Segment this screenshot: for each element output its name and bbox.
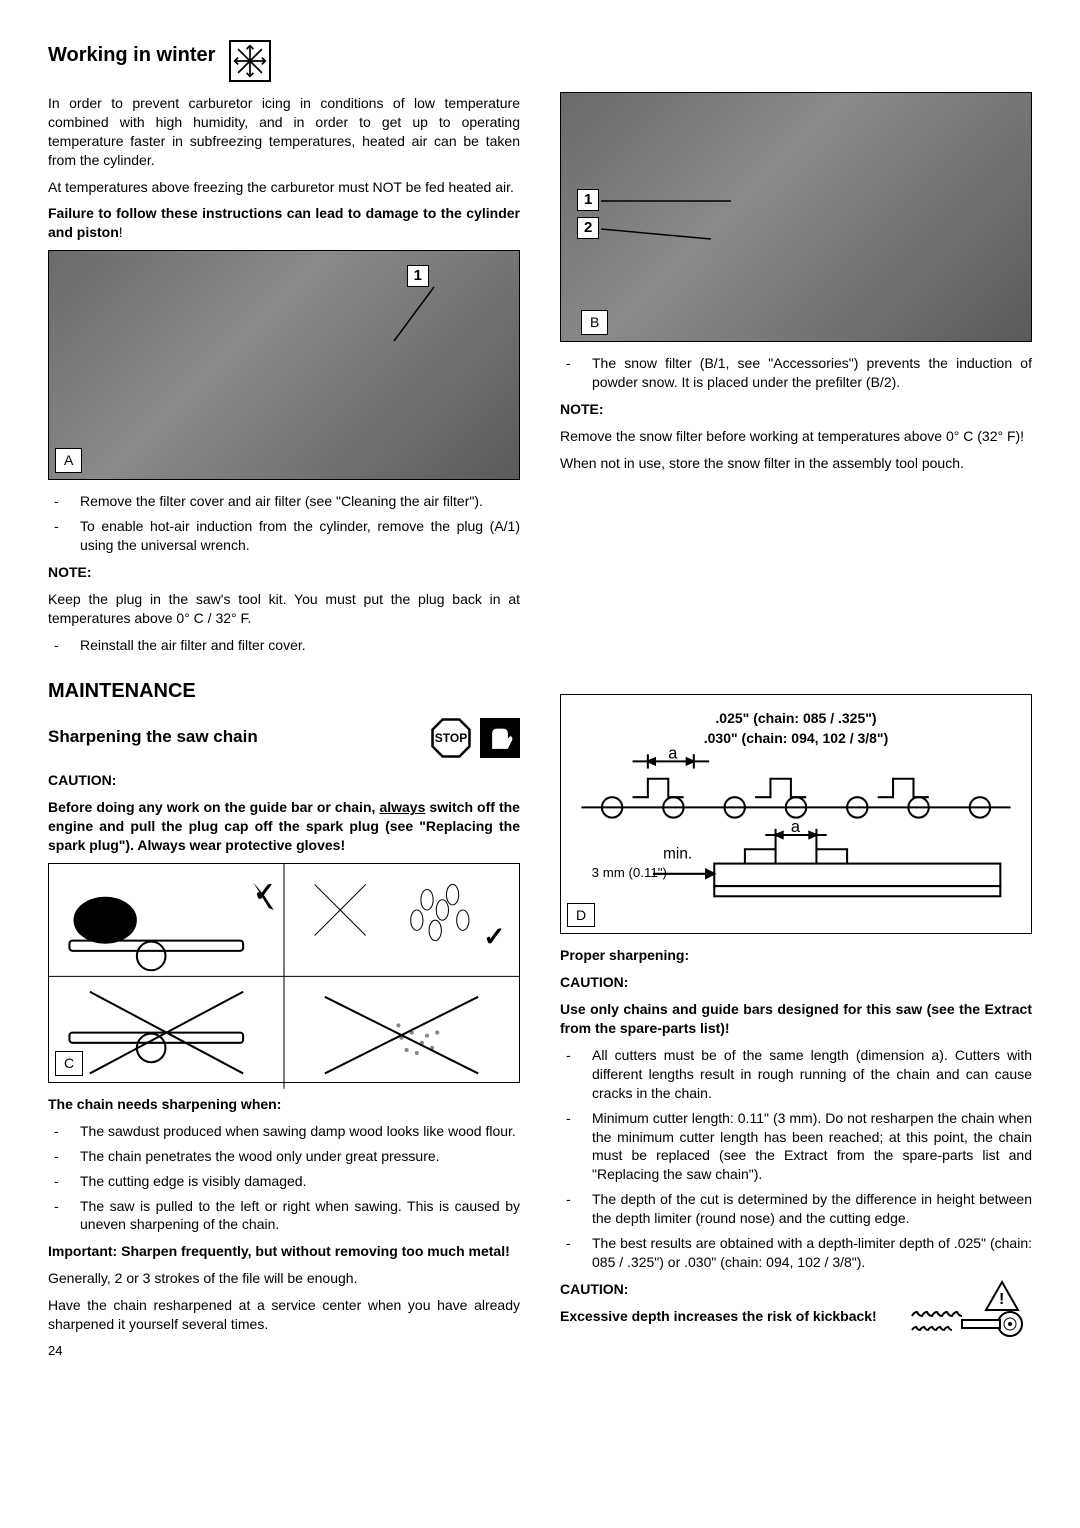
right-note-1: Remove the snow filter before working at… [560,427,1032,446]
figure-d-label: D [567,903,595,928]
maintenance-section: MAINTENANCE Sharpening the saw chain STO… [48,678,1032,1359]
svg-text:✓: ✓ [483,922,505,952]
winter-right-bullet: The snow filter (B/1, see "Accessories")… [560,354,1032,392]
maint-left-col: MAINTENANCE Sharpening the saw chain STO… [48,678,520,1359]
winter-p2: At temperatures above freezing the carbu… [48,178,520,197]
maint-subheading: Sharpening the saw chain [48,726,258,749]
excessive-text: Excessive depth increases the risk of ki… [560,1307,888,1326]
figure-a: 1 A [48,250,520,480]
caution-label: CAUTION: [48,771,520,790]
generally-text: Generally, 2 or 3 strokes of the file wi… [48,1269,520,1288]
list-item: The best results are obtained with a dep… [560,1234,1032,1272]
maint-sub-row: Sharpening the saw chain STOP [48,717,520,759]
winter-warn: Failure to follow these instructions can… [48,204,520,242]
right-note-label: NOTE: [560,400,1032,419]
spacer [560,40,1032,92]
winter-heading-row: Working in winter [48,40,520,82]
use-only: Use only chains and guide bars designed … [560,1000,1032,1038]
caution3-label: CAUTION: [560,1280,888,1299]
maint-right-col: .025" (chain: 085 / .325") .030" (chain:… [560,678,1032,1359]
figure-b-leaders [601,191,751,251]
gloves-icon [480,718,520,758]
caution-body: Before doing any work on the guide bar o… [48,798,520,855]
list-item: Minimum cutter length: 0.11" (3 mm). Do … [560,1109,1032,1185]
page-number: 24 [48,1342,520,1360]
figure-c-svg: ✓ ✓ [49,864,519,1089]
stop-icon: STOP [430,717,472,759]
caution2-label: CAUTION: [560,973,1032,992]
figd-min: min. [663,846,692,863]
maint-icons: STOP [430,717,520,759]
needs-bullets: The sawdust produced when sawing damp wo… [48,1122,520,1234]
list-item: All cutters must be of the same length (… [560,1046,1032,1103]
right-note-2: When not in use, store the snow filter i… [560,454,1032,473]
list-item: Remove the filter cover and air filter (… [48,492,520,511]
snowflake-icon [229,40,271,82]
svg-text:!: ! [999,1291,1004,1308]
figure-b-callout-2: 2 [577,217,599,239]
figure-c-label: C [55,1051,83,1076]
proper-heading: Proper sharpening: [560,946,1032,965]
figure-a-leader [389,281,459,351]
list-item: The saw is pulled to the left or right w… [48,1197,520,1235]
winter-right-col: 1 2 B The snow filter (B/1, see "Accesso… [560,40,1032,662]
winter-heading: Working in winter [48,42,215,69]
winter-section: Working in winter In order to pre [48,40,1032,662]
list-item: The chain penetrates the wood only under… [48,1147,520,1166]
list-item: The cutting edge is visibly damaged. [48,1172,520,1191]
winter-p1: In order to prevent carburetor icing in … [48,94,520,170]
important-note: Important: Sharpen frequently, but witho… [48,1242,520,1261]
note-label: NOTE: [48,563,520,582]
figure-b-label: B [581,310,608,335]
resharp-text: Have the chain resharpened at a service … [48,1296,520,1334]
figure-d: .025" (chain: 085 / .325") .030" (chain:… [560,694,1032,934]
figd-spec2: .030" (chain: 094, 102 / 3/8") [561,729,1031,748]
figure-a-label: A [55,448,82,473]
kickback-row: CAUTION: Excessive depth increases the r… [560,1280,1032,1338]
figure-b-callout-1: 1 [577,189,599,211]
svg-text:✓: ✓ [253,877,275,907]
figd-spec1: .025" (chain: 085 / .325") [561,709,1031,728]
note-text: Keep the plug in the saw's tool kit. You… [48,590,520,628]
figure-b: 1 2 B [560,92,1032,342]
kickback-text-col: CAUTION: Excessive depth increases the r… [560,1280,888,1334]
figure-c: ✓ ✓ [48,863,520,1083]
proper-bullets: All cutters must be of the same length (… [560,1046,1032,1272]
kickback-icon: ! [902,1280,1032,1338]
spacer [560,678,1032,694]
list-item: The depth of the cut is determined by th… [560,1190,1032,1228]
needs-heading: The chain needs sharpening when: [48,1095,520,1114]
winter-bullets-1: Remove the filter cover and air filter (… [48,492,520,555]
maint-heading: MAINTENANCE [48,678,520,705]
figd-dim-a2: a [791,818,801,836]
list-item: The sawdust produced when sawing damp wo… [48,1122,520,1141]
list-item: To enable hot-air induction from the cyl… [48,517,520,555]
list-item: The snow filter (B/1, see "Accessories")… [560,354,1032,392]
winter-bullets-2: Reinstall the air filter and filter cove… [48,636,520,655]
figd-mm: 3 mm (0.11") [592,865,667,880]
list-item: Reinstall the air filter and filter cove… [48,636,520,655]
winter-left-col: Working in winter In order to pre [48,40,520,662]
